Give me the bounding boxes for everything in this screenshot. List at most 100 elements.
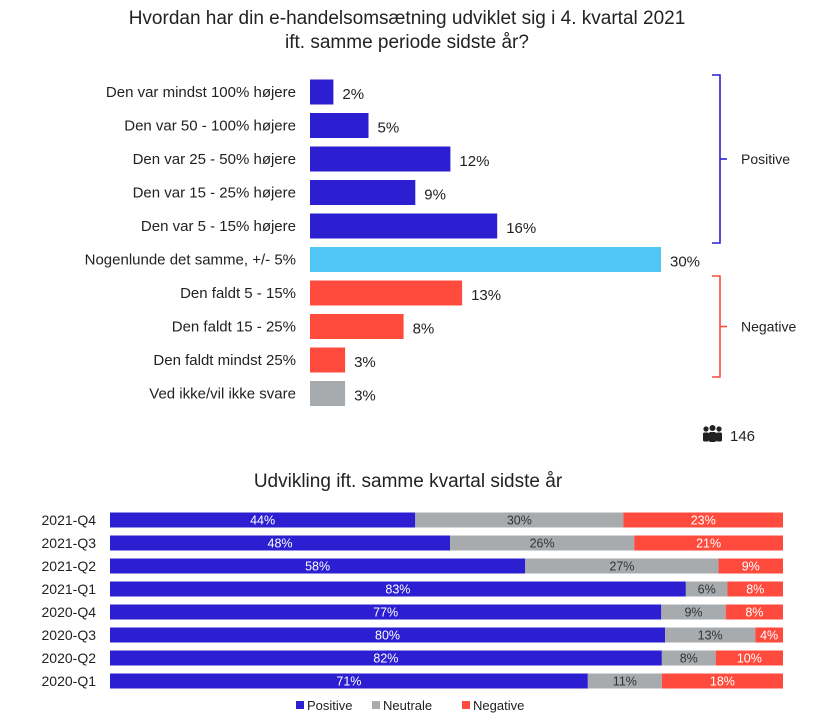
- chart2-segment-neutrale: [450, 535, 635, 551]
- legend-label: Positive: [307, 698, 353, 713]
- chart2-segment-label: 11%: [613, 675, 637, 689]
- chart2-segment-label: 21%: [696, 537, 721, 551]
- chart2-segment-negative: [727, 581, 783, 597]
- legend-label: Neutrale: [383, 698, 432, 713]
- chart2-segment-label: 9%: [742, 560, 760, 574]
- chart1-category-label: Den faldt mindst 25%: [153, 352, 296, 369]
- chart2-segment-positive: [110, 627, 666, 643]
- chart2-segment-label: 13%: [698, 629, 723, 643]
- chart2-segment-label: 30%: [507, 514, 532, 528]
- chart2-segment-neutrale: [415, 512, 624, 528]
- chart2-segment-neutrale: [685, 581, 728, 597]
- chart2-segment-negative: [725, 604, 783, 620]
- chart2-segment-label: 71%: [336, 675, 361, 689]
- chart2-segment-label: 8%: [746, 583, 764, 597]
- chart1-category-label: Den faldt 15 - 25%: [172, 319, 296, 336]
- chart2-segment-label: 82%: [373, 652, 398, 666]
- chart1-bars: Den var mindst 100% højere 2% Den var 50 -…: [85, 79, 700, 406]
- chart2-category-label: 2020-Q1: [42, 673, 97, 689]
- respondent-count: 146: [730, 428, 755, 445]
- chart1-category-label: Ved ikke/vil ikke svare: [149, 386, 296, 403]
- chart2-segment-neutrale: [587, 673, 662, 689]
- chart1-value-label: 9%: [424, 187, 446, 204]
- chart2-category-label: 2021-Q4: [42, 512, 97, 528]
- chart2-segment-label: 26%: [530, 537, 555, 551]
- chart1-bar: [310, 247, 661, 272]
- chart2-segment-neutrale: [661, 650, 716, 666]
- chart1-bar: [310, 381, 346, 406]
- chart1-title-line2: ift. samme periode sidste år?: [285, 32, 529, 53]
- chart2-segment-label: 4%: [760, 629, 778, 643]
- chart1-bar: [310, 113, 369, 138]
- people-icon: [703, 425, 722, 442]
- chart2-legend: Positive Neutrale Negative: [296, 698, 524, 713]
- chart1-value-label: 2%: [342, 86, 364, 103]
- chart1-title-line1: Hvordan har din e-handelsomsætning udvik…: [129, 8, 686, 29]
- chart1-category-label: Den var 5 - 15% højere: [141, 218, 296, 235]
- chart1-value-label: 3%: [354, 388, 376, 405]
- chart2-segment-positive: [110, 512, 416, 528]
- chart2-segment-positive: [110, 604, 662, 620]
- chart2-segment-label: 6%: [698, 583, 716, 597]
- chart2-segment-label: 80%: [375, 629, 400, 643]
- respondents-indicator: 146: [703, 425, 755, 445]
- legend-swatch-positive: [296, 701, 304, 709]
- chart1-value-label: 12%: [459, 153, 489, 170]
- chart2-category-label: 2021-Q2: [42, 558, 97, 574]
- legend-swatch-negative: [462, 701, 470, 709]
- bracket-label: Positive: [741, 151, 790, 167]
- chart2-segment-positive: [110, 535, 451, 551]
- chart2-category-label: 2020-Q4: [42, 604, 97, 620]
- chart1-value-label: 16%: [506, 220, 536, 237]
- chart2-segment-label: 27%: [609, 560, 634, 574]
- chart2-segment-negative: [715, 650, 783, 666]
- chart2-segment-neutrale: [665, 627, 756, 643]
- chart2-segment-positive: [110, 673, 588, 689]
- chart2-segment-neutrale: [661, 604, 726, 620]
- chart1-value-label: 5%: [378, 120, 400, 137]
- chart2-segment-label: 48%: [268, 537, 293, 551]
- chart1-value-label: 8%: [413, 321, 435, 338]
- chart2-segment-negative: [661, 673, 783, 689]
- chart2-segment-positive: [110, 650, 662, 666]
- chart1-value-label: 3%: [354, 354, 376, 371]
- chart1-category-label: Den var 50 - 100% højere: [124, 118, 296, 135]
- chart1-brackets: Positive Negative: [712, 74, 796, 378]
- chart2-segment-label: 44%: [250, 514, 275, 528]
- chart2-segment-label: 77%: [373, 606, 398, 620]
- chart1-value-label: 30%: [670, 254, 700, 271]
- chart2-segment-label: 58%: [305, 560, 330, 574]
- chart2-segment-label: 83%: [385, 583, 410, 597]
- chart2-category-label: 2020-Q2: [42, 650, 97, 666]
- chart2-segment-negative: [755, 627, 783, 643]
- chart1-category-label: Den faldt 5 - 15%: [180, 285, 296, 302]
- chart1-bar: [310, 347, 346, 373]
- chart2-category-label: 2020-Q3: [42, 627, 97, 643]
- chart2-segment-label: 18%: [710, 675, 735, 689]
- bracket-line: [712, 74, 721, 244]
- chart1-bar: [310, 79, 334, 105]
- chart2-segment-positive: [110, 581, 686, 597]
- chart1-category-label: Nogenlunde det samme, +/- 5%: [85, 252, 296, 269]
- chart2-segment-label: 23%: [691, 514, 716, 528]
- chart2-segment-neutrale: [525, 558, 719, 574]
- chart2-segment-label: 10%: [737, 652, 762, 666]
- chart1-category-label: Den var 25 - 50% højere: [133, 151, 296, 168]
- chart1-bar: [310, 280, 463, 306]
- chart2-segment-label: 8%: [680, 652, 698, 666]
- chart1-bar: [310, 180, 416, 205]
- chart2-category-label: 2021-Q3: [42, 535, 97, 551]
- chart2-segment-label: 9%: [684, 606, 702, 620]
- chart2-segment-negative: [634, 535, 783, 551]
- bracket-line: [712, 275, 721, 378]
- legend-swatch-neutrale: [372, 701, 380, 709]
- chart1-category-label: Den var 15 - 25% højere: [133, 185, 296, 202]
- chart2-segment-negative: [623, 512, 783, 528]
- chart2-category-label: 2021-Q1: [42, 581, 97, 597]
- chart1-bar: [310, 213, 498, 239]
- legend-label: Negative: [473, 698, 524, 713]
- bracket-label: Negative: [741, 319, 796, 335]
- chart1-category-label: Den var mindst 100% højere: [106, 84, 296, 101]
- chart2-title: Udvikling ift. samme kvartal sidste år: [254, 471, 563, 492]
